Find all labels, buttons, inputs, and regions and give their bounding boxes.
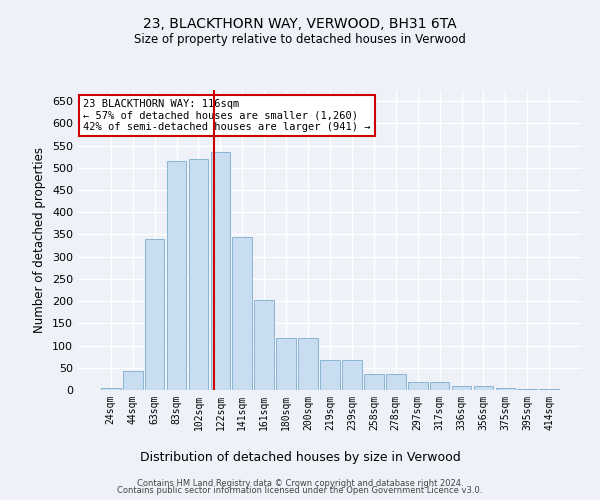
Bar xyxy=(473,386,493,390)
Text: Contains public sector information licensed under the Open Government Licence v3: Contains public sector information licen… xyxy=(118,486,482,495)
Bar xyxy=(188,159,208,390)
Text: Contains HM Land Registry data © Crown copyright and database right 2024.: Contains HM Land Registry data © Crown c… xyxy=(137,478,463,488)
Bar xyxy=(167,161,187,390)
Bar xyxy=(539,388,559,390)
Bar xyxy=(101,388,121,390)
Bar xyxy=(298,338,318,390)
Bar xyxy=(452,386,472,390)
Bar xyxy=(408,382,428,390)
Text: 23 BLACKTHORN WAY: 116sqm
← 57% of detached houses are smaller (1,260)
42% of se: 23 BLACKTHORN WAY: 116sqm ← 57% of detac… xyxy=(83,99,371,132)
Text: Distribution of detached houses by size in Verwood: Distribution of detached houses by size … xyxy=(140,451,460,464)
Bar xyxy=(364,374,384,390)
Bar xyxy=(254,300,274,390)
Bar xyxy=(276,338,296,390)
Text: Size of property relative to detached houses in Verwood: Size of property relative to detached ho… xyxy=(134,32,466,46)
Bar xyxy=(320,360,340,390)
Bar xyxy=(232,236,252,390)
Y-axis label: Number of detached properties: Number of detached properties xyxy=(34,147,46,333)
Bar xyxy=(211,152,230,390)
Bar xyxy=(386,374,406,390)
Bar xyxy=(496,388,515,390)
Bar xyxy=(145,239,164,390)
Bar xyxy=(517,388,537,390)
Bar xyxy=(430,382,449,390)
Bar xyxy=(342,360,362,390)
Text: 23, BLACKTHORN WAY, VERWOOD, BH31 6TA: 23, BLACKTHORN WAY, VERWOOD, BH31 6TA xyxy=(143,18,457,32)
Bar xyxy=(123,372,143,390)
